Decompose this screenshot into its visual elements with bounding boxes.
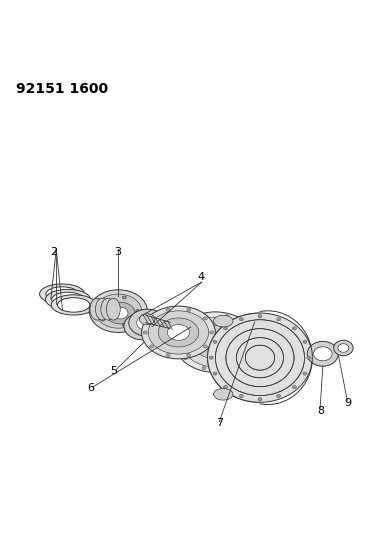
Ellipse shape: [307, 356, 311, 359]
Ellipse shape: [122, 296, 126, 299]
Ellipse shape: [137, 315, 158, 330]
Ellipse shape: [214, 316, 233, 327]
Ellipse shape: [210, 331, 214, 334]
Ellipse shape: [203, 345, 207, 348]
Ellipse shape: [338, 344, 349, 352]
Ellipse shape: [166, 353, 170, 357]
Ellipse shape: [57, 297, 90, 312]
Ellipse shape: [307, 341, 338, 366]
Ellipse shape: [202, 367, 206, 369]
Text: 6: 6: [87, 383, 94, 393]
Ellipse shape: [129, 309, 166, 336]
Ellipse shape: [202, 314, 206, 318]
Ellipse shape: [168, 325, 190, 341]
Ellipse shape: [208, 313, 312, 402]
Ellipse shape: [136, 310, 140, 313]
Ellipse shape: [122, 323, 126, 326]
Ellipse shape: [213, 372, 217, 375]
Ellipse shape: [95, 298, 109, 320]
Ellipse shape: [226, 329, 294, 386]
Text: 5: 5: [111, 366, 118, 376]
Text: 2: 2: [50, 247, 57, 257]
Ellipse shape: [51, 295, 96, 315]
Ellipse shape: [215, 320, 305, 395]
Ellipse shape: [293, 327, 296, 330]
Text: 3: 3: [114, 247, 121, 257]
Ellipse shape: [213, 340, 217, 343]
Ellipse shape: [106, 302, 135, 324]
Ellipse shape: [46, 287, 78, 301]
Text: 8: 8: [317, 406, 324, 416]
Ellipse shape: [243, 325, 247, 328]
Ellipse shape: [225, 314, 229, 318]
Ellipse shape: [203, 333, 228, 351]
Ellipse shape: [193, 326, 238, 359]
Ellipse shape: [334, 340, 353, 356]
Ellipse shape: [89, 290, 147, 333]
Ellipse shape: [236, 337, 284, 378]
Ellipse shape: [277, 394, 281, 398]
Ellipse shape: [139, 314, 155, 325]
Ellipse shape: [245, 345, 275, 370]
Ellipse shape: [293, 385, 296, 389]
Ellipse shape: [150, 317, 154, 320]
Ellipse shape: [303, 340, 307, 343]
Ellipse shape: [40, 284, 85, 304]
Ellipse shape: [166, 308, 170, 311]
Ellipse shape: [239, 318, 243, 321]
Text: 7: 7: [216, 418, 223, 429]
Ellipse shape: [243, 357, 247, 360]
Ellipse shape: [209, 356, 213, 359]
Ellipse shape: [144, 331, 147, 334]
Ellipse shape: [182, 317, 249, 367]
Ellipse shape: [52, 292, 84, 307]
Ellipse shape: [148, 311, 209, 354]
Ellipse shape: [184, 357, 188, 360]
Ellipse shape: [142, 306, 215, 359]
Ellipse shape: [203, 317, 207, 320]
Ellipse shape: [106, 298, 120, 320]
Ellipse shape: [113, 307, 128, 319]
Ellipse shape: [175, 312, 256, 373]
Ellipse shape: [258, 314, 262, 318]
Ellipse shape: [258, 398, 262, 401]
Ellipse shape: [187, 308, 191, 311]
Ellipse shape: [124, 313, 161, 340]
Ellipse shape: [101, 301, 105, 304]
Ellipse shape: [90, 298, 104, 320]
Ellipse shape: [150, 345, 154, 348]
Ellipse shape: [214, 389, 233, 400]
Ellipse shape: [223, 385, 227, 389]
Ellipse shape: [101, 298, 115, 320]
Text: 4: 4: [198, 272, 205, 282]
Ellipse shape: [95, 294, 142, 328]
Text: 92151 1600: 92151 1600: [16, 82, 107, 96]
Ellipse shape: [177, 341, 181, 344]
Ellipse shape: [314, 347, 332, 361]
Ellipse shape: [187, 353, 191, 357]
Ellipse shape: [172, 322, 189, 334]
Ellipse shape: [225, 367, 229, 369]
Ellipse shape: [101, 318, 105, 321]
Ellipse shape: [158, 318, 199, 347]
Ellipse shape: [250, 341, 254, 344]
Ellipse shape: [239, 394, 243, 398]
Ellipse shape: [184, 325, 188, 328]
Ellipse shape: [223, 327, 227, 330]
Text: 9: 9: [344, 398, 351, 408]
Ellipse shape: [303, 372, 307, 375]
Ellipse shape: [277, 318, 281, 321]
Ellipse shape: [132, 319, 153, 334]
Ellipse shape: [45, 289, 90, 310]
